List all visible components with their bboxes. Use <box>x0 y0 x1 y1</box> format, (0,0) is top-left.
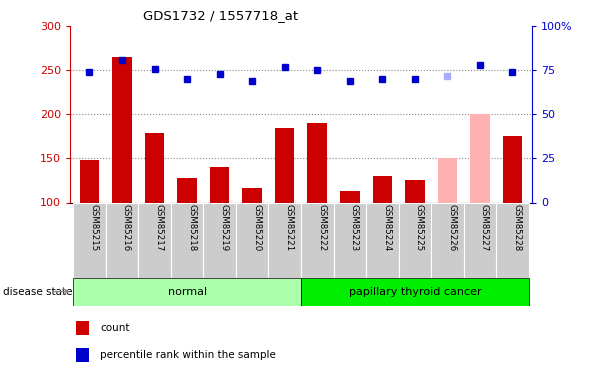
Bar <box>366 202 399 278</box>
Bar <box>171 202 203 278</box>
Text: GSM85225: GSM85225 <box>415 204 424 251</box>
Bar <box>210 167 229 202</box>
Bar <box>301 278 529 306</box>
Bar <box>145 133 164 202</box>
Bar <box>496 202 529 278</box>
Text: GSM85216: GSM85216 <box>122 204 131 251</box>
Bar <box>405 180 424 203</box>
Text: count: count <box>100 323 130 333</box>
Bar <box>80 160 99 202</box>
Text: papillary thyroid cancer: papillary thyroid cancer <box>348 286 481 297</box>
Bar <box>236 202 268 278</box>
Bar <box>470 114 489 202</box>
Bar <box>112 57 132 202</box>
Bar <box>399 202 431 278</box>
Text: GSM85219: GSM85219 <box>219 204 229 251</box>
Text: normal: normal <box>168 286 207 297</box>
Bar <box>373 176 392 203</box>
Text: GSM85228: GSM85228 <box>513 204 522 251</box>
Bar <box>243 188 262 202</box>
Bar <box>334 202 366 278</box>
Text: GSM85224: GSM85224 <box>382 204 392 251</box>
Text: GSM85222: GSM85222 <box>317 204 326 251</box>
Text: GSM85221: GSM85221 <box>285 204 294 251</box>
Bar <box>73 202 106 278</box>
Text: GSM85220: GSM85220 <box>252 204 261 251</box>
Bar <box>431 202 464 278</box>
Text: GSM85218: GSM85218 <box>187 204 196 251</box>
Text: GSM85223: GSM85223 <box>350 204 359 251</box>
Bar <box>301 202 334 278</box>
Text: percentile rank within the sample: percentile rank within the sample <box>100 350 276 360</box>
Text: GSM85215: GSM85215 <box>89 204 98 251</box>
Text: GSM85226: GSM85226 <box>447 204 457 251</box>
Text: GDS1732 / 1557718_at: GDS1732 / 1557718_at <box>143 9 298 22</box>
Bar <box>464 202 496 278</box>
Bar <box>138 202 171 278</box>
Bar <box>308 123 327 202</box>
Bar <box>268 202 301 278</box>
Text: GSM85217: GSM85217 <box>154 204 164 251</box>
Text: GSM85227: GSM85227 <box>480 204 489 251</box>
Bar <box>178 178 197 203</box>
Bar <box>73 278 301 306</box>
Text: disease state: disease state <box>3 286 72 297</box>
Bar <box>106 202 138 278</box>
Bar <box>503 136 522 202</box>
Bar <box>203 202 236 278</box>
Bar <box>275 128 294 202</box>
Bar <box>438 158 457 203</box>
Bar <box>340 191 359 202</box>
